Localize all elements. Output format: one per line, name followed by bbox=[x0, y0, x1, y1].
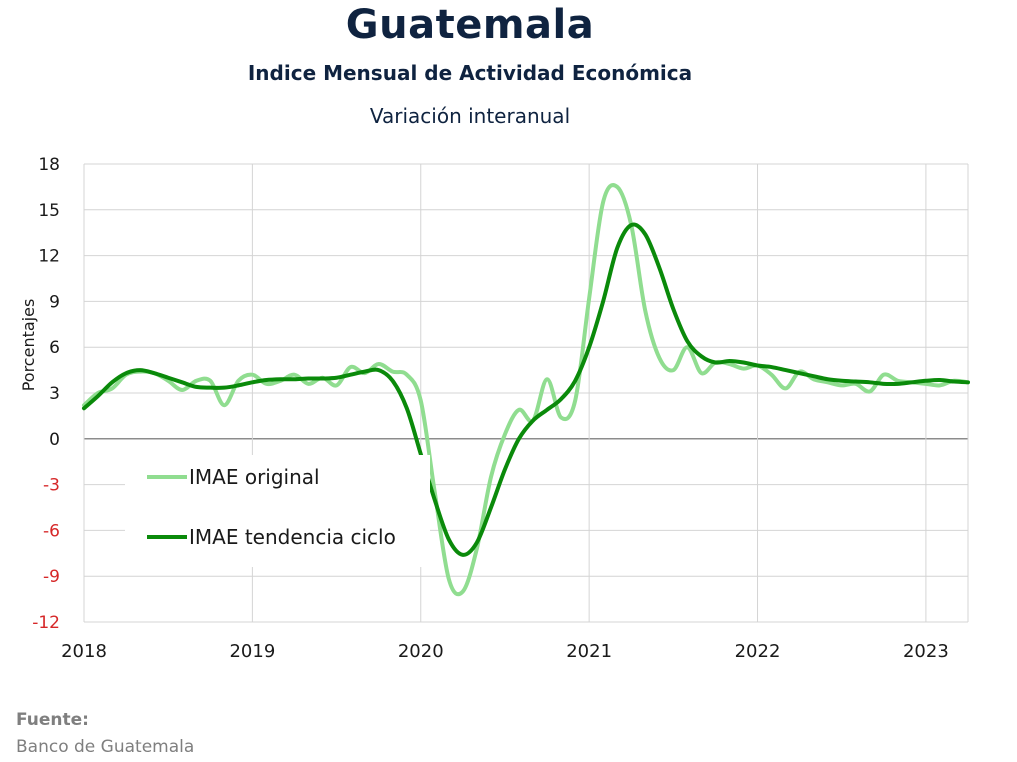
legend-item-original: IMAE original bbox=[147, 465, 320, 489]
y-tick-label: -6 bbox=[43, 521, 60, 541]
source-label: Fuente: bbox=[16, 710, 89, 730]
chart-title: Guatemala bbox=[345, 2, 595, 48]
line-chart: 18 15 12 9 6 3 0 -3 -6 -9 -12 2018 2019 2020 2021 2022… bbox=[19, 155, 970, 662]
y-tick-label: 3 bbox=[49, 384, 60, 404]
x-tick-label: 2022 bbox=[735, 641, 781, 662]
y-tick-label: 12 bbox=[38, 247, 60, 267]
y-tick-label: -12 bbox=[32, 613, 60, 633]
y-tick-label: 0 bbox=[49, 430, 60, 450]
legend-label-original: IMAE original bbox=[189, 465, 320, 489]
legend-label-trend: IMAE tendencia ciclo bbox=[189, 525, 396, 549]
source-text: Banco de Guatemala bbox=[16, 737, 195, 757]
y-tick-label: 15 bbox=[38, 201, 60, 221]
legend: IMAE original IMAE tendencia ciclo bbox=[125, 455, 430, 567]
y-tick-labels: 18 15 12 9 6 3 0 -3 -6 -9 -12 bbox=[32, 155, 60, 633]
legend-item-trend: IMAE tendencia ciclo bbox=[147, 525, 396, 549]
series-line-trend bbox=[82, 222, 970, 557]
x-tick-label: 2019 bbox=[229, 641, 275, 662]
legend-swatch-original bbox=[147, 475, 187, 479]
x-tick-labels: 2018 2019 2020 2021 2022 2023 bbox=[61, 641, 949, 662]
chart-subsubtitle: Variación interanual bbox=[369, 104, 571, 128]
y-tick-label: -9 bbox=[43, 567, 60, 587]
legend-swatch-trend bbox=[147, 535, 187, 539]
y-tick-label: 6 bbox=[49, 338, 60, 358]
x-tick-label: 2018 bbox=[61, 641, 107, 662]
y-tick-label: -3 bbox=[43, 476, 60, 496]
series-lines bbox=[82, 183, 970, 597]
y-tick-label: 9 bbox=[49, 292, 60, 312]
x-tick-label: 2023 bbox=[903, 641, 949, 662]
x-tick-label: 2020 bbox=[398, 641, 444, 662]
y-tick-label: 18 bbox=[38, 155, 60, 175]
y-axis-label: Porcentajes bbox=[19, 299, 38, 392]
x-tick-label: 2021 bbox=[566, 641, 612, 662]
chart-subtitle: Indice Mensual de Actividad Económica bbox=[247, 61, 693, 85]
